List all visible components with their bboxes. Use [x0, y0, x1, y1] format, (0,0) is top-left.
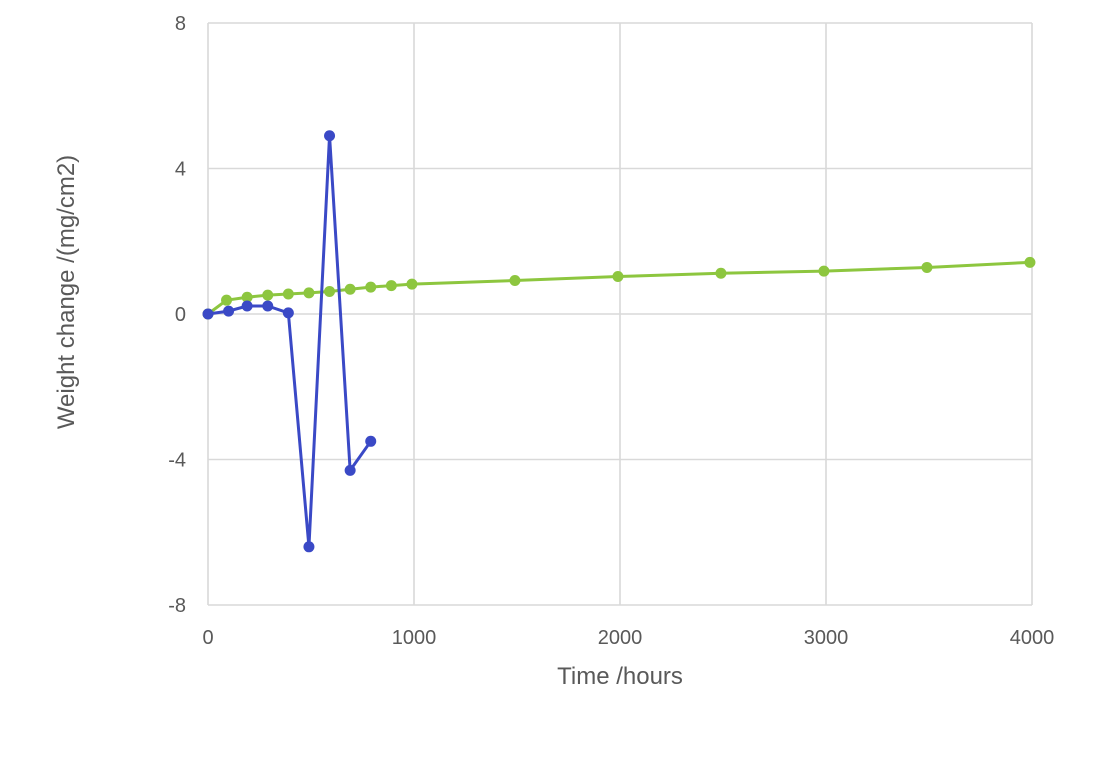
x-tick-label: 3000: [804, 627, 849, 649]
y-tick-label: 8: [175, 13, 186, 35]
tick-labels: -8 -4 0 4 8 0 1000 2000 3000 4000: [168, 13, 1054, 649]
data-point: [241, 291, 253, 303]
series-layer: [202, 130, 1036, 553]
data-point: [324, 285, 336, 297]
x-tick-label: 4000: [1010, 627, 1055, 649]
data-point: [262, 289, 274, 301]
data-point: [406, 278, 418, 290]
data-point: [818, 265, 830, 277]
data-point: [262, 300, 274, 312]
x-tick-label: 0: [202, 627, 213, 649]
data-point: [303, 541, 315, 553]
x-axis-title: Time /hours: [557, 663, 683, 690]
data-point: [365, 281, 377, 293]
series-2: [202, 256, 1036, 320]
data-point: [921, 261, 933, 273]
data-point: [612, 271, 624, 283]
y-tick-label: 0: [175, 304, 186, 326]
data-point: [365, 435, 377, 447]
data-point: [385, 280, 397, 292]
data-point: [303, 287, 315, 299]
y-tick-label: 4: [175, 159, 186, 181]
data-point: [282, 288, 294, 300]
data-point: [223, 305, 235, 317]
data-point: [324, 130, 336, 142]
y-tick-label: -4: [168, 450, 186, 472]
data-point: [221, 294, 233, 306]
x-tick-label: 2000: [598, 627, 643, 649]
y-axis-title: Weight change /(mg/cm2): [53, 155, 80, 429]
series-line: [206, 134, 373, 549]
gridlines: [207, 22, 1033, 606]
data-point: [344, 464, 356, 476]
data-point: [715, 267, 727, 279]
data-point: [282, 307, 294, 319]
data-point: [344, 283, 356, 295]
data-point: [509, 275, 521, 287]
data-point: [1024, 256, 1036, 268]
x-tick-label: 1000: [392, 627, 437, 649]
series-1: [202, 130, 377, 553]
data-point: [202, 308, 214, 320]
y-tick-label: -8: [168, 595, 186, 617]
data-point: [241, 300, 253, 312]
